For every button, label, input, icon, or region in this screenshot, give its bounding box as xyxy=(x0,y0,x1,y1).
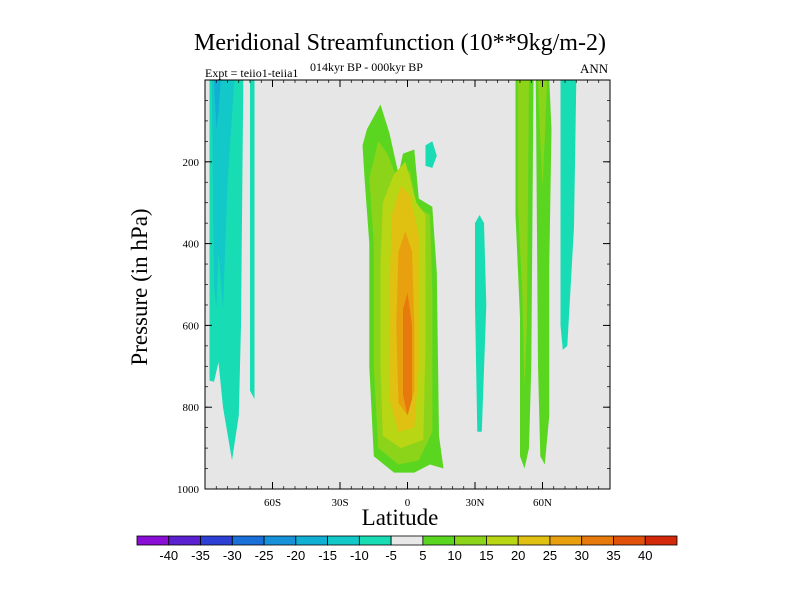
y-tick-label: 600 xyxy=(183,320,200,332)
contour-region-12 xyxy=(403,292,412,416)
colorbar-label: -30 xyxy=(223,548,242,563)
contour-region-6 xyxy=(560,80,577,350)
colorbar-swatch xyxy=(390,535,424,546)
colorbar-swatch xyxy=(517,535,551,546)
contour-region-16 xyxy=(538,80,547,187)
x-tick-label: 60N xyxy=(533,497,552,509)
colorbar-label: 15 xyxy=(479,548,493,563)
contour-region-15 xyxy=(535,80,552,465)
colorbar-swatch xyxy=(422,535,456,546)
chart-subtitle: 014kyr BP - 000kyr BP xyxy=(310,60,423,74)
colorbar-label: -20 xyxy=(286,548,305,563)
colorbar-swatch xyxy=(581,535,614,546)
contour-region-5 xyxy=(475,215,487,432)
colorbar-label: 25 xyxy=(543,548,557,563)
colorbar-label: -15 xyxy=(318,548,337,563)
colorbar-swatch xyxy=(168,535,201,546)
colorbar-swatch xyxy=(263,535,297,546)
contour-region-1 xyxy=(211,80,235,309)
colorbar-label: 40 xyxy=(638,548,652,563)
colorbar-swatch xyxy=(486,535,519,546)
colorbar-swatch xyxy=(549,535,583,546)
colorbar-swatch xyxy=(295,535,328,546)
season-label: ANN xyxy=(580,61,609,76)
contour-region-4 xyxy=(425,141,437,168)
colorbar-label: -40 xyxy=(159,548,178,563)
colorbar-swatch xyxy=(644,535,678,546)
colorbar-swatch xyxy=(231,535,265,546)
colorbar-label: -35 xyxy=(191,548,210,563)
colorbar-swatch xyxy=(327,535,360,546)
colorbar-swatch xyxy=(136,535,170,546)
colorbar-label: -5 xyxy=(385,548,397,563)
contour-region-2 xyxy=(214,80,221,130)
colorbar-label: 35 xyxy=(606,548,620,563)
colorbar-swatch xyxy=(358,535,392,546)
experiment-label: Expt = teiio1-teiia1 xyxy=(205,66,299,80)
x-tick-label: 30N xyxy=(466,497,485,509)
colorbar-label: -25 xyxy=(255,548,274,563)
x-tick-label: 0 xyxy=(405,497,411,509)
contour-region-3 xyxy=(250,80,255,399)
x-tick-label: 30S xyxy=(331,497,348,509)
y-tick-label: 200 xyxy=(183,157,200,169)
colorbar-label: 30 xyxy=(574,548,588,563)
colorbar-label: 5 xyxy=(419,548,426,563)
contour-region-14 xyxy=(517,80,529,387)
y-tick-label: 400 xyxy=(183,239,200,251)
colorbar-label: 20 xyxy=(511,548,525,563)
x-axis-label: Latitude xyxy=(361,505,439,530)
x-tick-label: 60S xyxy=(264,497,281,509)
chart-title: Meridional Streamfunction (10**9kg/m-2) xyxy=(194,30,606,56)
colorbar-swatch xyxy=(200,535,233,546)
y-tick-label: 1000 xyxy=(177,484,200,496)
colorbar-swatch xyxy=(454,535,487,546)
colorbar-label: 10 xyxy=(447,548,461,563)
colorbar-swatch xyxy=(613,535,646,546)
y-tick-label: 800 xyxy=(183,402,200,414)
colorbar-label: -10 xyxy=(350,548,369,563)
